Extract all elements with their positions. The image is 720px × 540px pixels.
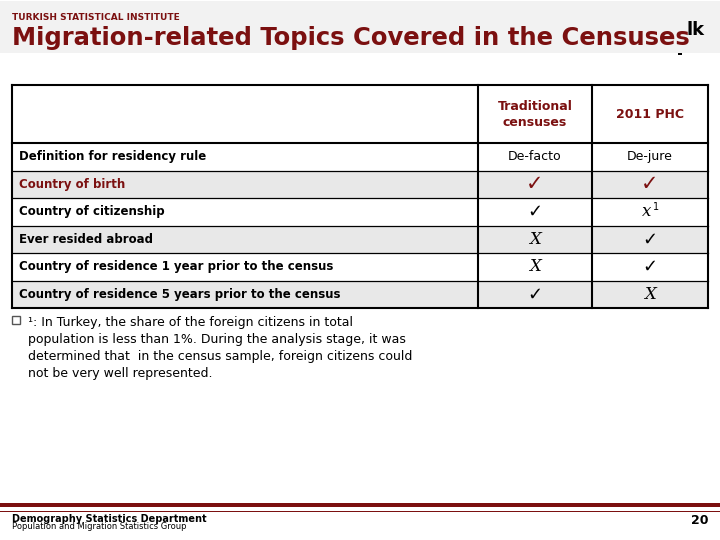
Text: TURKISH STATISTICAL INSTITUTE: TURKISH STATISTICAL INSTITUTE [12, 13, 180, 22]
Text: 20: 20 [690, 514, 708, 527]
Bar [0, 510, 720, 512]
Text: ✓: ✓ [528, 202, 543, 221]
Bar [0, 0, 720, 50]
Text: x: x [642, 203, 652, 220]
Text: Demography Statistics Department: Demography Statistics Department [12, 514, 207, 524]
Bar [672, 38, 676, 52]
Text: X: X [644, 286, 656, 303]
Text: determined that  in the census sample, foreign citizens could: determined that in the census sample, fo… [28, 350, 413, 363]
Text: ✓: ✓ [528, 285, 543, 303]
Text: Migration-related Topics Covered in the Censuses: Migration-related Topics Covered in the … [12, 26, 690, 50]
Bar [12, 253, 708, 280]
Bar [12, 316, 20, 324]
Text: ¹: In Turkey, the share of the foreign citizens in total: ¹: In Turkey, the share of the foreign c… [28, 316, 353, 329]
Bar [0, 503, 720, 507]
Text: Definition for residency rule: Definition for residency rule [19, 150, 206, 163]
Bar [12, 171, 708, 198]
Text: not be very well represented.: not be very well represented. [28, 367, 212, 380]
Text: X: X [529, 258, 541, 275]
Text: Country of birth: Country of birth [19, 178, 125, 191]
Text: 2011 PHC: 2011 PHC [616, 107, 684, 120]
Bar [12, 143, 708, 171]
Bar [678, 38, 682, 55]
Text: ✓: ✓ [642, 230, 657, 248]
Bar [12, 226, 708, 253]
Bar [12, 280, 708, 308]
Text: Country of residence 5 years prior to the census: Country of residence 5 years prior to th… [19, 288, 341, 301]
Bar [666, 38, 670, 49]
Text: Population and Migration Statistics Group: Population and Migration Statistics Grou… [12, 522, 186, 531]
Text: Country of residence 1 year prior to the census: Country of residence 1 year prior to the… [19, 260, 333, 273]
Text: ✓: ✓ [526, 174, 544, 194]
Text: Country of citizenship: Country of citizenship [19, 205, 165, 218]
Text: 1: 1 [653, 202, 659, 212]
Text: Traditional
censuses: Traditional censuses [498, 99, 572, 129]
Bar [0, 1, 720, 53]
Text: population is less than 1%. During the analysis stage, it was: population is less than 1%. During the a… [28, 333, 406, 346]
Text: X: X [529, 231, 541, 248]
Text: De-facto: De-facto [508, 150, 562, 163]
Text: ✓: ✓ [642, 258, 657, 276]
Text: ✓: ✓ [642, 174, 659, 194]
Bar [12, 198, 708, 226]
Text: De-jure: De-jure [627, 150, 673, 163]
Text: lk: lk [686, 21, 704, 39]
Bar [660, 38, 664, 46]
Bar [0, 50, 720, 53]
Text: Ever resided abroad: Ever resided abroad [19, 233, 153, 246]
Bar [12, 85, 708, 143]
